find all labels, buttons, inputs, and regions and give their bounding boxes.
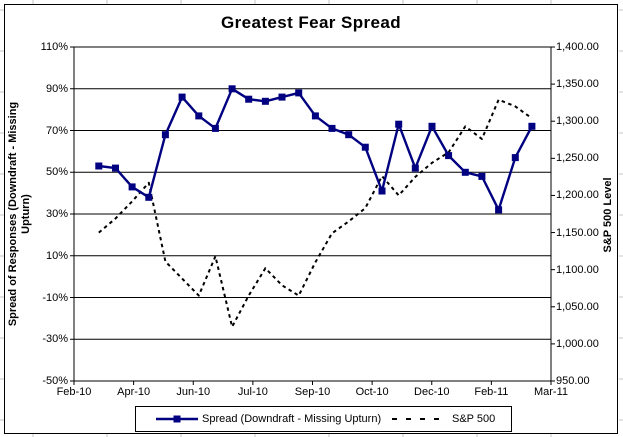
x-axis-tick-label: Dec-10: [414, 386, 450, 398]
x-axis-tick-label: Oct-10: [355, 386, 389, 398]
x-axis-tick-label: Sep-10: [294, 386, 331, 398]
x-axis-tick-label: Jul-10: [237, 386, 268, 398]
legend-sp500-dash-icon: [392, 418, 448, 420]
right-axis-title: S&P 500 Level: [602, 177, 614, 253]
y-axis-left-tick-label: -50%: [42, 375, 68, 387]
legend: Spread (Downdraft - Missing Upturn) S&P …: [135, 406, 512, 432]
y-axis-left-tick-label: 30%: [45, 208, 68, 220]
y-axis-right-tick-label: 1,150.00: [556, 226, 599, 239]
y-axis-right-tick-label: 1,300.00: [556, 115, 599, 128]
y-axis-right-tick-label: 1,000.00: [556, 337, 599, 350]
y-axis-left-tick-label: 70%: [45, 124, 68, 137]
x-axis-tick-label: Feb-10: [56, 386, 92, 398]
y-axis-right-tick-label: 1,200.00: [556, 189, 599, 202]
x-axis-tick-label: Mar-11: [533, 386, 569, 398]
y-axis-left-tick-label: -10%: [42, 291, 68, 304]
y-axis-right-tick-label: 1,250.00: [556, 152, 599, 165]
x-axis-tick-label: Jun-10: [176, 386, 211, 398]
y-axis-right-tick-label: 1,400.00: [556, 41, 599, 53]
legend-label-spread: Spread (Downdraft - Missing Upturn): [202, 413, 382, 425]
y-axis-left-tick-label: 110%: [40, 41, 68, 53]
y-axis-left-tick-label: -30%: [42, 333, 68, 346]
y-axis-right-tick-label: 1,350.00: [556, 78, 599, 91]
y-axis-left-tick-label: 10%: [45, 249, 68, 262]
legend-label-sp500: S&P 500: [452, 413, 496, 425]
x-axis-tick-label: Feb-11: [474, 386, 509, 398]
chart-canvas: [4, 4, 618, 434]
y-axis-right-tick-label: 1,100.00: [556, 263, 599, 276]
y-axis-left-tick-label: 50%: [45, 166, 68, 179]
y-axis-right-tick-label: 950.00: [556, 375, 590, 387]
legend-spread-line-icon: [156, 415, 198, 423]
x-axis-tick-label: Apr-10: [117, 386, 151, 398]
y-axis-right-tick-label: 1,050.00: [556, 300, 599, 313]
y-axis-left-tick-label: 90%: [45, 82, 68, 95]
chart-title: Greatest Fear Spread: [221, 13, 401, 32]
